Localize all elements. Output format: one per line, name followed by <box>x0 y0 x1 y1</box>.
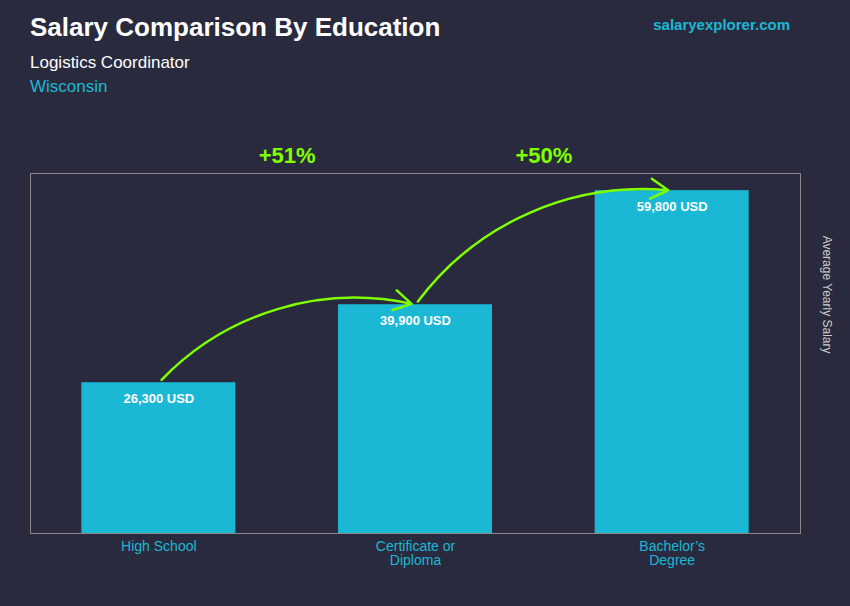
svg-text:Average Yearly Salary: Average Yearly Salary <box>820 236 834 354</box>
html-text:Salary Comparison By Education: Salary Comparison By Education <box>30 12 441 42</box>
html-text:salaryexplorer.com: salaryexplorer.com <box>653 16 790 33</box>
html-text:Wisconsin: Wisconsin <box>30 77 108 96</box>
svg-text:39,900 USD: 39,900 USD <box>380 313 451 328</box>
svg-text:+50%: +50% <box>515 143 572 168</box>
svg-text:High School: High School <box>121 538 197 554</box>
html-text:Logistics Coordinator: Logistics Coordinator <box>30 53 190 72</box>
svg-text:Certificate orDiploma: Certificate orDiploma <box>376 538 456 568</box>
svg-text:26,300 USD: 26,300 USD <box>123 391 194 406</box>
svg-text:+51%: +51% <box>259 143 316 168</box>
svg-text:59,800 USD: 59,800 USD <box>637 199 708 214</box>
svg-text:Bachelor’sDegree: Bachelor’sDegree <box>639 538 705 568</box>
